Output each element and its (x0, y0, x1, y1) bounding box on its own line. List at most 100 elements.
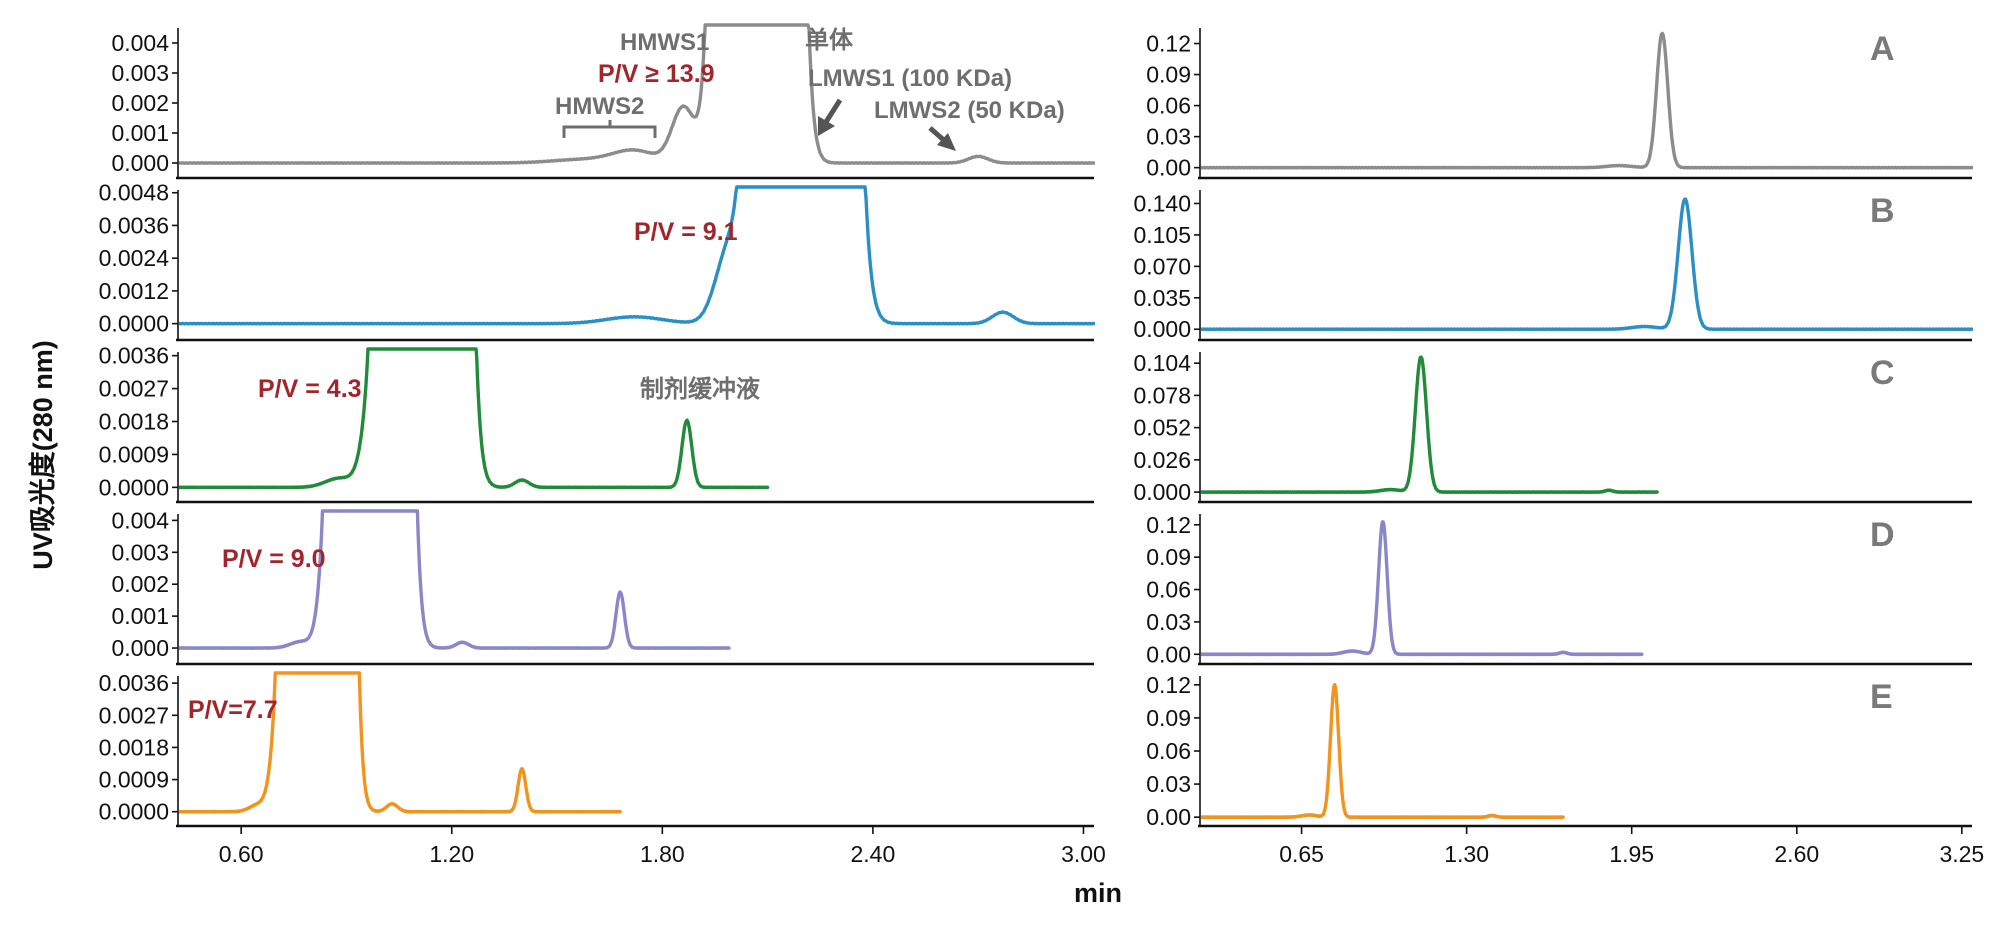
lmws1-arrow (818, 98, 843, 136)
panel-e-left-ytick-label: 0.0036 (99, 670, 169, 696)
panel-e-right-ytick-label: 0.12 (1146, 672, 1191, 698)
right-xtick-label: 3.25 (1939, 841, 1984, 867)
panel-a-right-ytick-label: 0.06 (1146, 93, 1191, 119)
panel-d-left-trace (179, 509, 731, 650)
panel-e-right-ytick-label: 0.03 (1146, 771, 1191, 797)
panel-d-left-ytick-label: 0.003 (111, 539, 169, 565)
panel-b-left-ytick-label: 0.0024 (99, 245, 170, 271)
panel-a-right-ytick-label: 0.00 (1146, 155, 1191, 181)
hmws1-label: HMWS1 (620, 29, 709, 56)
panel-c-right-ytick-label: 0.104 (1133, 350, 1191, 376)
pv-label-a: P/V ≥ 13.9 (598, 60, 715, 88)
left-xtick-label: 1.80 (640, 841, 685, 867)
panel-a-left: 0.004 0.003 0.002 0.001 0.000 (111, 23, 1095, 180)
panel-e-left-ytick-label: 0.0009 (99, 767, 169, 793)
panel-e-left-trace (179, 671, 622, 814)
panel-c-right-ytick-label: 0.052 (1133, 415, 1191, 441)
left-xtick-label: 1.20 (429, 841, 474, 867)
panel-b-left-ytick-label: 0.0012 (99, 278, 169, 304)
panel-b-right-ytick-label: 0.000 (1133, 316, 1191, 342)
panel-b-right-ytick-label: 0.105 (1133, 222, 1191, 248)
panel-e-right-ytick-label: 0.09 (1146, 705, 1191, 731)
panel-a-right-ytick-label: 0.09 (1146, 62, 1191, 88)
panel-d-right-ytick-label: 0.03 (1146, 609, 1191, 635)
panel-c-right-ytick-label: 0.000 (1133, 479, 1191, 505)
panel-b-right-ytick-label: 0.070 (1133, 253, 1191, 279)
panel-b-right-trace (1201, 197, 1973, 332)
panel-letter-c: C (1870, 354, 1895, 392)
panel-b-left-ytick-label: 0.0048 (99, 180, 169, 206)
panel-d-right-ytick-label: 0.06 (1146, 577, 1191, 603)
lmws1-label: LMWS1 (100 KDa) (808, 65, 1012, 92)
panel-b-right-ytick-label: 0.140 (1133, 190, 1191, 216)
right-xtick-label: 1.30 (1444, 841, 1489, 867)
panel-c-right: 0.104 0.078 0.052 0.026 0.000 (1133, 350, 1972, 505)
panel-b-right-ytick-label: 0.035 (1133, 285, 1191, 311)
hmws2-label: HMWS2 (555, 93, 644, 120)
panel-e-left-ytick-label: 0.0018 (99, 734, 169, 760)
panel-b-left-ytick-label: 0.0000 (99, 311, 169, 337)
panel-d-left-ytick-label: 0.001 (111, 603, 169, 629)
lmws2-arrow (928, 126, 956, 151)
panel-e-right: 0.12 0.09 0.06 0.03 0.00 0.65 1.30 1.95 2.60 3.25 (1146, 672, 1984, 867)
pv-label-e: P/V=7.7 (188, 696, 278, 724)
right-xtick-label: 0.65 (1279, 841, 1324, 867)
panel-a-left-ytick-label: 0.002 (111, 90, 169, 116)
panel-e-right-ytick-label: 0.00 (1146, 804, 1191, 830)
panel-b-left-trace (179, 185, 1095, 326)
left-xtick-label: 0.60 (219, 841, 264, 867)
panel-c-right-ytick-label: 0.026 (1133, 447, 1191, 473)
panel-c-left-ytick-label: 0.0000 (99, 474, 169, 500)
lmws2-label: LMWS2 (50 KDa) (874, 97, 1065, 124)
panel-letter-d: D (1870, 516, 1895, 554)
monomer-label: 单体 (805, 27, 854, 54)
panel-e-left-ytick-label: 0.0000 (99, 799, 169, 825)
panel-d-right-ytick-label: 0.12 (1146, 512, 1191, 538)
right-xtick-label: 2.60 (1774, 841, 1819, 867)
panel-b-left-ytick-label: 0.0036 (99, 212, 169, 238)
buffer-label: 制剂缓冲液 (640, 375, 760, 403)
panel-a-left-ytick-label: 0.001 (111, 120, 169, 146)
panel-e-right-ytick-label: 0.06 (1146, 738, 1191, 764)
pv-label-b: P/V = 9.1 (634, 218, 738, 246)
panel-c-left-ytick-label: 0.0018 (99, 409, 169, 435)
panel-d-left: 0.004 0.003 0.002 0.001 0.000 (111, 507, 1094, 666)
left-xtick-label: 3.00 (1061, 841, 1106, 867)
panel-d-left-ytick-label: 0.000 (111, 635, 169, 661)
panel-letter-e: E (1870, 678, 1893, 716)
x-axis-label: min (1074, 878, 1122, 908)
panel-c-right-ytick-label: 0.078 (1133, 382, 1191, 408)
annotations-layer: HMWS1 P/V ≥ 13.9 HMWS2 单体 LMWS1 (100 KDa… (188, 27, 1895, 724)
panel-d-right: 0.12 0.09 0.06 0.03 0.00 (1146, 512, 1972, 667)
panel-c-left: 0.0036 0.0027 0.0018 0.0009 0.0000 (99, 343, 1094, 504)
pv-label-d: P/V = 9.0 (222, 545, 326, 573)
panel-a-right-ytick-label: 0.12 (1146, 31, 1191, 57)
panel-e-right-trace (1201, 683, 1565, 820)
panels-layer: 0.004 0.003 0.002 0.001 0.000 0.12 0.09 0.06 0.0… (99, 23, 1984, 867)
panel-e-left-ytick-label: 0.0027 (99, 702, 169, 728)
panel-c-left-ytick-label: 0.0009 (99, 441, 169, 467)
pv-label-c: P/V = 4.3 (258, 375, 362, 403)
panel-a-left-ytick-label: 0.004 (111, 30, 169, 56)
hmws2-bracket (562, 120, 657, 138)
panel-b-left: 0.0048 0.0036 0.0024 0.0012 0.0000 (99, 180, 1095, 342)
panel-a-right-trace (1201, 31, 1973, 170)
left-xtick-label: 2.40 (851, 841, 896, 867)
panel-letter-b: B (1870, 192, 1895, 230)
panel-d-right-trace (1201, 520, 1644, 657)
panel-d-left-ytick-label: 0.004 (111, 507, 169, 533)
right-xtick-label: 1.95 (1609, 841, 1654, 867)
panel-a-left-ytick-label: 0.003 (111, 60, 169, 86)
panel-c-left-ytick-label: 0.0027 (99, 376, 169, 402)
panel-c-left-trace (179, 347, 770, 490)
panel-d-right-ytick-label: 0.00 (1146, 641, 1191, 667)
panel-d-right-ytick-label: 0.09 (1146, 544, 1191, 570)
panel-letter-a: A (1870, 30, 1895, 68)
panel-c-left-ytick-label: 0.0036 (99, 343, 169, 369)
panel-e-left: 0.0036 0.0027 0.0018 0.0009 0.0000 0.60 1.20 1.… (99, 670, 1106, 867)
y-axis-label: UV吸光度(280 nm) (27, 340, 58, 570)
panel-a-right-ytick-label: 0.03 (1146, 124, 1191, 150)
panel-a-right: 0.12 0.09 0.06 0.03 0.00 (1146, 28, 1973, 181)
panel-d-left-ytick-label: 0.002 (111, 571, 169, 597)
